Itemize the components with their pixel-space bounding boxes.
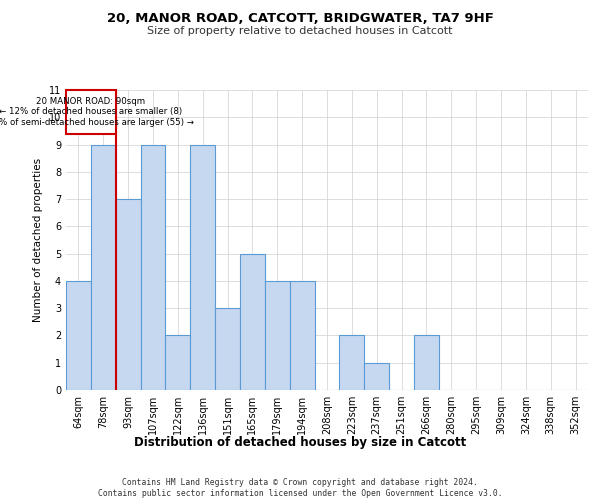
Bar (140, 144, 166, 390)
Text: Distribution of detached houses by size in Catcott: Distribution of detached houses by size … (134, 436, 466, 449)
Text: Size of property relative to detached houses in Catcott: Size of property relative to detached ho… (147, 26, 453, 36)
Bar (290, 281, 314, 390)
Text: 20 MANOR ROAD: 90sqm
← 12% of detached houses are smaller (8)
85% of semi-detach: 20 MANOR ROAD: 90sqm ← 12% of detached h… (0, 97, 194, 126)
Text: 20, MANOR ROAD, CATCOTT, BRIDGWATER, TA7 9HF: 20, MANOR ROAD, CATCOTT, BRIDGWATER, TA7… (107, 12, 493, 26)
Text: Contains HM Land Registry data © Crown copyright and database right 2024.
Contai: Contains HM Land Registry data © Crown c… (98, 478, 502, 498)
Bar (91, 144, 116, 390)
Bar (166, 336, 190, 390)
Bar (190, 144, 215, 390)
Bar (66, 281, 91, 390)
Bar (240, 254, 265, 390)
Bar (364, 362, 389, 390)
Bar (116, 199, 140, 390)
Bar (215, 308, 240, 390)
Bar (414, 336, 439, 390)
Y-axis label: Number of detached properties: Number of detached properties (34, 158, 43, 322)
Bar (340, 336, 364, 390)
Bar (66, 90, 116, 134)
Bar (265, 281, 290, 390)
